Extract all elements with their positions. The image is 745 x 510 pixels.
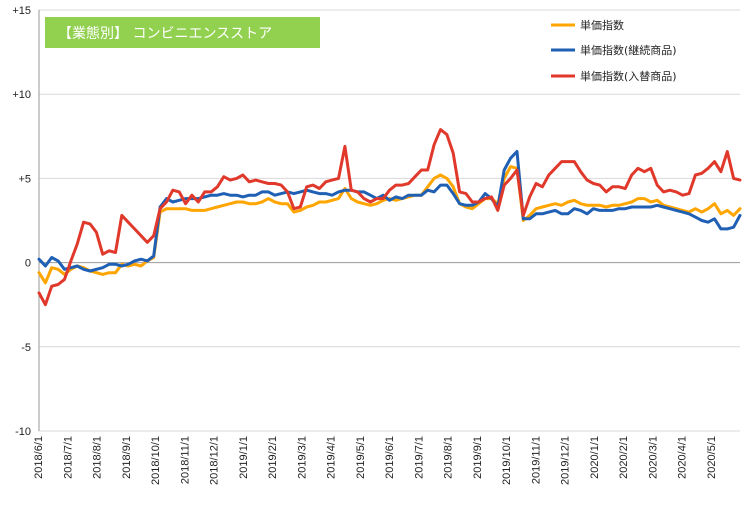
- x-tick-label: 2018/8/1: [92, 436, 104, 479]
- x-tick-label: 2019/5/1: [355, 436, 367, 479]
- legend-label: 単価指数(入替商品): [580, 69, 677, 83]
- series-lines: [37, 128, 742, 307]
- chart-title-box: 【業態別】 コンビニエンスストア: [45, 17, 320, 48]
- x-tick-label: 2019/8/1: [443, 436, 455, 479]
- x-tick-label: 2018/7/1: [62, 436, 74, 479]
- x-tick-label: 2019/11/1: [530, 436, 542, 484]
- y-tick-labels: +15 +10 +5 0 -5 -10: [12, 5, 31, 438]
- series-line-1: [37, 165, 742, 285]
- x-tick-label: 2019/7/1: [413, 436, 425, 479]
- y-tick-label: +5: [18, 173, 31, 185]
- x-tick-label: 2020/1/1: [589, 436, 601, 479]
- y-tick-label: +15: [12, 5, 31, 17]
- x-tick-label: 2019/9/1: [472, 436, 484, 479]
- chart-title: 【業態別】 コンビニエンスストア: [58, 26, 272, 42]
- series-line-3: [37, 128, 742, 307]
- x-tick-labels: 2018/6/1 2018/7/1 2018/8/1 2018/9/1 2018/10/…: [33, 436, 718, 485]
- x-tick-label: 2019/1/1: [238, 436, 250, 479]
- x-tick-label: 2018/10/1: [150, 436, 162, 485]
- x-tick-label: 2019/12/1: [560, 436, 572, 485]
- series-line-2: [37, 150, 742, 273]
- x-tick-label: 2020/5/1: [706, 436, 718, 479]
- x-tick-label: 2019/6/1: [384, 436, 396, 479]
- x-tick-label: 2020/2/1: [618, 436, 630, 479]
- y-tick-label: -10: [15, 426, 31, 438]
- x-tick-label: 2020/3/1: [647, 436, 659, 479]
- x-tick-label: 2019/10/1: [501, 436, 513, 485]
- gridlines: [39, 9, 740, 432]
- x-tick-label: 2018/12/1: [209, 436, 221, 485]
- legend-label: 単価指数: [580, 18, 624, 32]
- y-tick-label: +10: [12, 89, 31, 101]
- title-background: [45, 17, 320, 48]
- x-tick-label: 2019/4/1: [326, 436, 338, 479]
- x-tick-label: 2018/11/1: [179, 436, 191, 484]
- y-tick-label: 0: [25, 258, 31, 270]
- y-tick-label: -5: [21, 342, 31, 354]
- legend-label: 単価指数(継続商品): [580, 43, 677, 57]
- x-tick-label: 2019/2/1: [267, 436, 279, 479]
- x-tick-label: 2019/3/1: [296, 436, 308, 479]
- x-tick-label: 2018/9/1: [121, 436, 133, 479]
- x-tick-label: 2018/6/1: [33, 436, 45, 479]
- x-tick-label: 2020/4/1: [677, 436, 689, 479]
